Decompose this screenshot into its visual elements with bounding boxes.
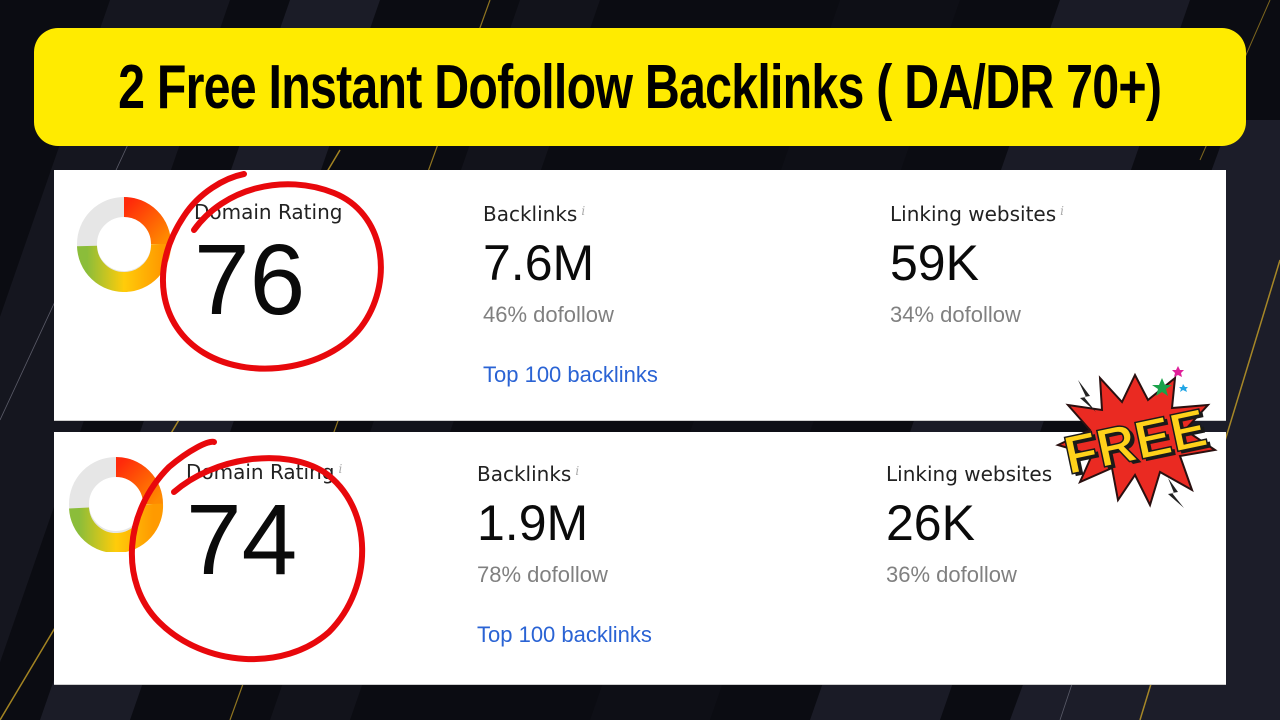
backlinks-metric: Backlinks i 7.6M 46% dofollow Top 100 bac… — [483, 202, 658, 388]
info-icon[interactable]: i — [338, 461, 343, 476]
info-icon[interactable]: i — [1060, 203, 1064, 218]
domain-rating-label: Domain Rating — [186, 460, 335, 484]
linking-websites-label: Linking websites — [886, 462, 1053, 486]
backlinks-value: 7.6M — [483, 235, 595, 291]
domain-rating-metric: Domain Rating 76 — [194, 200, 342, 330]
domain-rating-value: 74 — [186, 484, 298, 596]
backlinks-label: Backlinks — [477, 462, 572, 486]
backlinks-dofollow: 78% dofollow — [477, 562, 608, 587]
free-burst-badge-icon: FREE FREE — [1055, 366, 1218, 508]
backlinks-value: 1.9M — [477, 495, 589, 551]
info-icon[interactable]: i — [575, 463, 580, 478]
linking-websites-label: Linking websites — [890, 202, 1057, 226]
domain-rating-donut-icon — [77, 197, 171, 292]
metrics-card-2: Domain Rating i 74 Backlinks i 1.9M 78% do… — [54, 432, 1226, 684]
linking-websites-dofollow: 36% dofollow — [886, 562, 1017, 587]
title-text: 2 Free Instant Dofollow Backlinks ( DA/D… — [118, 52, 1162, 122]
backlinks-metric: Backlinks i 1.9M 78% dofollow Top 100 bac… — [477, 462, 652, 648]
linking-websites-dofollow: 34% dofollow — [890, 302, 1021, 327]
linking-websites-metric: Linking websites 26K 36% dofollow — [886, 462, 1052, 588]
linking-websites-value: 59K — [890, 235, 979, 291]
title-banner: 2 Free Instant Dofollow Backlinks ( DA/D… — [34, 28, 1246, 146]
linking-websites-value: 26K — [886, 495, 975, 551]
domain-rating-value: 76 — [194, 224, 306, 336]
backlinks-label: Backlinks — [483, 202, 578, 226]
top-100-backlinks-link[interactable]: Top 100 backlinks — [477, 622, 652, 647]
domain-rating-label: Domain Rating — [194, 200, 343, 224]
domain-rating-metric: Domain Rating i 74 — [186, 460, 342, 590]
backlinks-dofollow: 46% dofollow — [483, 302, 614, 327]
top-100-backlinks-link[interactable]: Top 100 backlinks — [483, 362, 658, 387]
linking-websites-metric: Linking websites i 59K 34% dofollow — [890, 202, 1064, 328]
metrics-card-1: Domain Rating 76 Backlinks i 7.6M 46% dof… — [54, 170, 1226, 420]
domain-rating-donut-icon — [69, 457, 164, 552]
info-icon[interactable]: i — [581, 203, 586, 218]
